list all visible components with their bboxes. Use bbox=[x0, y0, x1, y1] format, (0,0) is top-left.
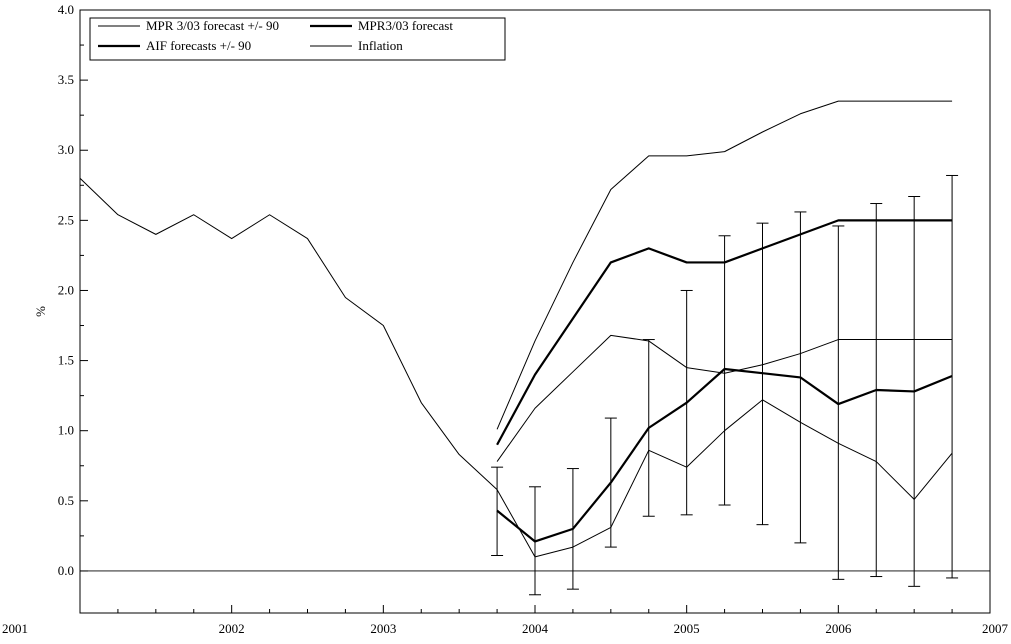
legend-label: MPR 3/03 forecast +/- 90 bbox=[146, 18, 279, 33]
error-bar bbox=[529, 486, 541, 596]
error-bar bbox=[794, 211, 807, 544]
y-tick-label: 2.5 bbox=[58, 212, 74, 227]
error-bar bbox=[870, 203, 883, 578]
error-bar bbox=[832, 225, 845, 580]
error-bar bbox=[946, 174, 959, 579]
y-tick-label: 3.5 bbox=[58, 72, 74, 87]
x-tick-label: 2001 bbox=[2, 621, 28, 636]
error-bar bbox=[491, 466, 504, 557]
y-tick-label: 1.0 bbox=[58, 423, 74, 438]
legend: MPR 3/03 forecast +/- 90 MPR3/03 forecast… bbox=[89, 17, 506, 61]
x-tick-label: 2006 bbox=[825, 621, 852, 636]
y-axis-label: % bbox=[33, 306, 48, 317]
error-bar bbox=[908, 196, 921, 587]
y-tick-label: 2.0 bbox=[58, 282, 74, 297]
y-tick-label: 0.0 bbox=[58, 563, 74, 578]
error-bar-layer bbox=[491, 174, 959, 596]
legend-entry: AIF forecasts +/- 90 bbox=[98, 38, 251, 53]
y-tick-label: 0.5 bbox=[58, 493, 74, 508]
legend-entry: MPR3/03 forecast bbox=[310, 18, 453, 33]
legend-entry: MPR 3/03 forecast +/- 90 bbox=[98, 18, 279, 33]
error-bar bbox=[756, 222, 769, 526]
y-tick-label: 4.0 bbox=[58, 2, 74, 17]
legend-entry: Inflation bbox=[310, 38, 403, 53]
series-line-0 bbox=[79, 177, 953, 558]
error-bar bbox=[642, 339, 655, 517]
x-tick-label: 2002 bbox=[219, 621, 245, 636]
error-bar bbox=[604, 417, 617, 548]
y-tick-label: 3.0 bbox=[58, 142, 74, 157]
error-bar bbox=[680, 289, 693, 516]
legend-label: AIF forecasts +/- 90 bbox=[146, 38, 251, 53]
y-axis: 0.0 0.5 1.0 1.5 2.0 2.5 3.0 3.5 4.0 bbox=[58, 2, 88, 578]
error-bar bbox=[718, 235, 731, 506]
x-tick-label: 2005 bbox=[674, 621, 700, 636]
series-layer bbox=[79, 100, 953, 558]
series-line-2 bbox=[496, 100, 953, 430]
x-axis: 2001 2002 2003 2004 2005 2006 2007 bbox=[2, 605, 1009, 636]
error-bar bbox=[566, 468, 579, 590]
x-tick-label: 2003 bbox=[370, 621, 396, 636]
legend-box bbox=[89, 17, 506, 61]
legend-label: MPR3/03 forecast bbox=[358, 18, 453, 33]
x-tick-label: 2007 bbox=[982, 621, 1009, 636]
legend-label: Inflation bbox=[358, 38, 403, 53]
x-tick-label: 2004 bbox=[522, 621, 549, 636]
y-tick-label: 1.5 bbox=[58, 353, 74, 368]
